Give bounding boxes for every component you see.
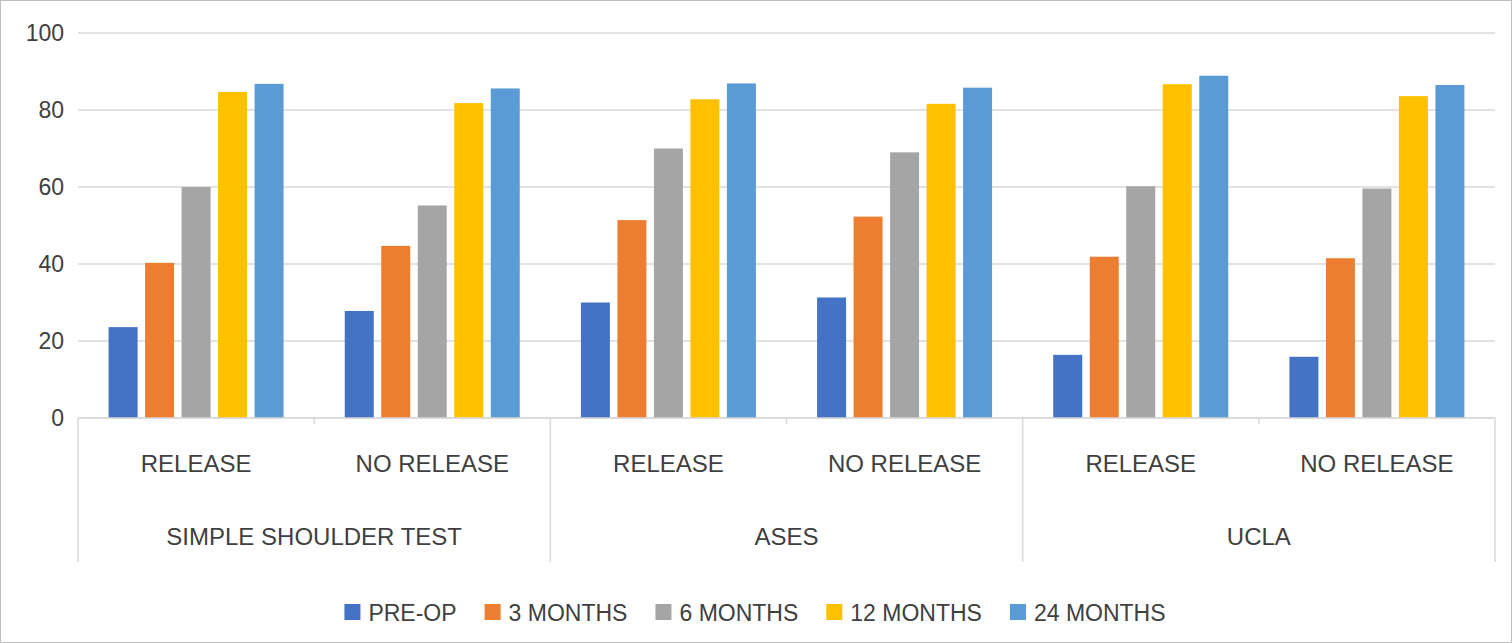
bars (109, 76, 1465, 418)
category-tick (1258, 418, 1260, 424)
grid-line (78, 32, 1495, 34)
bar (1126, 186, 1155, 418)
bar (854, 217, 883, 418)
category-label: NO RELEASE (828, 450, 981, 477)
y-tick-label: 20 (38, 328, 64, 354)
bar (890, 152, 919, 418)
bar (963, 88, 992, 418)
bar (1326, 258, 1355, 418)
bar (345, 311, 374, 418)
bar (418, 205, 447, 418)
bar (617, 220, 646, 418)
grid-line (78, 263, 1495, 265)
bar (1053, 355, 1082, 418)
group-separator (1022, 418, 1024, 562)
bar (817, 297, 846, 418)
bar (454, 103, 483, 418)
bar (1199, 76, 1228, 418)
bar (218, 92, 247, 418)
legend-swatch (344, 604, 360, 620)
category-label: RELEASE (1085, 450, 1196, 477)
bar (1399, 96, 1428, 418)
grid-line (78, 340, 1495, 342)
bar (581, 303, 610, 419)
y-tick-label: 80 (38, 97, 64, 123)
y-tick-label: 60 (38, 174, 64, 200)
bar (1090, 257, 1119, 418)
category-label: NO RELEASE (1300, 450, 1453, 477)
bar (145, 263, 174, 418)
bar (927, 104, 956, 418)
category-label: RELEASE (613, 450, 724, 477)
bar (491, 88, 520, 418)
group-label: SIMPLE SHOULDER TEST (166, 523, 462, 550)
group-label: UCLA (1227, 523, 1291, 550)
y-tick-label: 40 (38, 251, 64, 277)
group-separator (550, 418, 552, 562)
group-label: ASES (754, 523, 818, 550)
bar (109, 327, 138, 418)
legend-swatch (826, 604, 842, 620)
legend-label: 6 MONTHS (679, 600, 798, 626)
bar (255, 84, 284, 418)
legend-swatch (1010, 604, 1026, 620)
bar (182, 187, 211, 418)
group-separator (1494, 418, 1496, 562)
grid-line (78, 109, 1495, 111)
legend-swatch (655, 604, 671, 620)
legend-label: 12 MONTHS (850, 600, 982, 626)
category-label: RELEASE (141, 450, 252, 477)
bar (1163, 84, 1192, 418)
bar (727, 83, 756, 418)
category-label: NO RELEASE (356, 450, 509, 477)
y-tick-label: 0 (51, 405, 64, 431)
chart: 0 20 40 60 80 100 RELEASE NO RELEASE RELEASE NO R… (0, 0, 1512, 643)
legend-swatch (485, 604, 501, 620)
bar (654, 149, 683, 419)
y-tick-label: 100 (26, 20, 64, 46)
bar (381, 246, 410, 418)
legend: PRE-OP 3 MONTHS 6 MONTHS 12 MONTHS 24 MONTHS (344, 600, 1165, 626)
category-tick (786, 418, 788, 424)
legend-label: PRE-OP (368, 600, 456, 626)
chart-border (1, 1, 1512, 643)
grid-line (78, 186, 1495, 188)
bar (1289, 357, 1318, 418)
group-separator (77, 418, 79, 562)
bar (690, 99, 719, 418)
legend-label: 24 MONTHS (1034, 600, 1166, 626)
bar (1435, 85, 1464, 418)
category-tick (313, 418, 315, 424)
legend-label: 3 MONTHS (509, 600, 628, 626)
bar (1362, 189, 1391, 418)
